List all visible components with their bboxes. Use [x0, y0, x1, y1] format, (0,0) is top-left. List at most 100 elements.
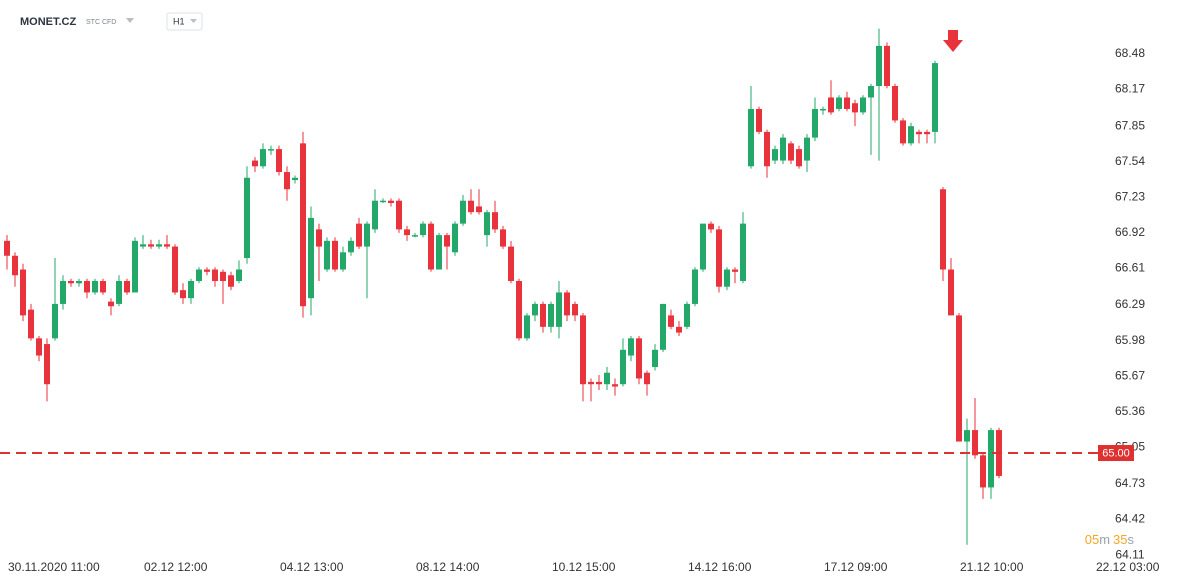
x-tick-label: 02.12 12:00 — [144, 560, 208, 574]
x-tick-label: 08.12 14:00 — [416, 560, 480, 574]
candle-body — [332, 240, 338, 270]
candle-body — [756, 108, 762, 132]
countdown-seconds: 35 — [1113, 532, 1127, 547]
candle-body — [716, 229, 722, 287]
y-tick-label: 64.73 — [1115, 476, 1145, 490]
candle-body — [748, 108, 754, 167]
candle-body — [372, 200, 378, 230]
candle-body — [252, 160, 258, 167]
x-tick-label: 14.12 16:00 — [688, 560, 752, 574]
y-tick-label: 66.92 — [1115, 225, 1145, 239]
price-label-box — [1098, 445, 1134, 462]
y-tick-label: 64.11 — [1115, 547, 1144, 561]
candle-body — [164, 244, 170, 247]
countdown-unit: m — [1099, 532, 1110, 547]
candle-body — [476, 206, 482, 213]
candle-body — [228, 275, 234, 287]
timeframe[interactable]: H1 — [173, 16, 185, 26]
dropdown-arrow[interactable] — [190, 19, 197, 23]
candle-body — [636, 338, 642, 379]
candle-body — [908, 126, 914, 144]
candle-body — [652, 349, 658, 368]
candle-body — [100, 280, 106, 293]
candle-body — [420, 223, 426, 236]
candle-body — [196, 269, 202, 281]
candle-body — [428, 223, 434, 270]
candle-body — [60, 280, 66, 304]
candle-body — [316, 229, 322, 247]
candle-body — [940, 189, 946, 270]
candle-body — [628, 338, 634, 356]
candle-body — [708, 223, 714, 230]
candle-body — [724, 269, 730, 287]
candle-body — [684, 303, 690, 327]
symbol: MONET.CZ — [20, 16, 77, 28]
candle-body — [148, 244, 154, 247]
y-tick-label: 67.54 — [1115, 154, 1145, 168]
candle-body — [380, 200, 386, 203]
candle-body — [492, 212, 498, 230]
candle-body — [916, 131, 922, 135]
candle-body — [260, 149, 266, 167]
candle-body — [524, 315, 530, 339]
candle-body — [892, 86, 898, 121]
candle-body — [868, 86, 874, 98]
sell-signal-arrow — [943, 30, 963, 52]
candle-body — [876, 45, 882, 87]
timeframe-box[interactable] — [166, 12, 203, 31]
candle-body — [844, 97, 850, 109]
candle-body — [644, 372, 650, 385]
candle-body — [324, 240, 330, 270]
y-tick-label: 68.48 — [1115, 46, 1145, 60]
candle-body — [484, 212, 490, 236]
plot: 68.48 68.17 67.85 67.54 67.23 66.92 66.61 66.29… — [0, 28, 1160, 574]
candle-body — [28, 309, 34, 339]
candle-body — [188, 280, 194, 299]
candle-body — [124, 280, 130, 293]
candle-body — [900, 120, 906, 144]
candle-body — [284, 172, 290, 190]
candle-body — [116, 280, 122, 304]
candle-body — [572, 303, 578, 316]
candle-body — [20, 269, 26, 316]
candle-body — [388, 200, 394, 203]
candle-body — [4, 240, 10, 256]
candle-body — [500, 229, 506, 247]
x-tick-label: 22.12 03:00 — [1096, 560, 1160, 574]
candle-body — [140, 244, 146, 247]
candle-body — [948, 269, 954, 316]
candle-body — [44, 344, 50, 385]
candle-body — [244, 177, 250, 259]
candle-body — [404, 229, 410, 236]
candle-body — [52, 303, 58, 339]
candle-body — [932, 63, 938, 132]
candle-body — [516, 280, 522, 339]
candle-body — [772, 149, 778, 161]
y-tick-label: 66.61 — [1115, 261, 1145, 275]
candle-body — [300, 143, 306, 307]
candle-body — [612, 384, 618, 387]
candle-body — [236, 269, 242, 281]
candle-body — [548, 303, 554, 327]
candle-body — [988, 430, 994, 488]
candle-body — [172, 246, 178, 293]
candle-body — [212, 269, 218, 281]
y-tick-label: 65.67 — [1115, 368, 1145, 382]
y-tick-label: 67.85 — [1115, 118, 1145, 132]
candle-body — [972, 430, 978, 456]
instrument-type[interactable]: STC CFD — [86, 19, 116, 26]
candle-body — [508, 246, 514, 281]
candle-body — [276, 149, 282, 173]
candle-body — [804, 137, 810, 161]
candle-body — [76, 280, 82, 284]
candle-body — [220, 271, 226, 281]
candle-body — [788, 143, 794, 161]
candle-body — [596, 381, 602, 385]
candle-body — [764, 131, 770, 167]
candle-body — [836, 97, 842, 109]
dropdown-arrow[interactable] — [126, 18, 134, 23]
candle-body — [588, 381, 594, 385]
x-tick-label: 04.12 13:00 — [280, 560, 344, 574]
candle-body — [132, 240, 138, 293]
